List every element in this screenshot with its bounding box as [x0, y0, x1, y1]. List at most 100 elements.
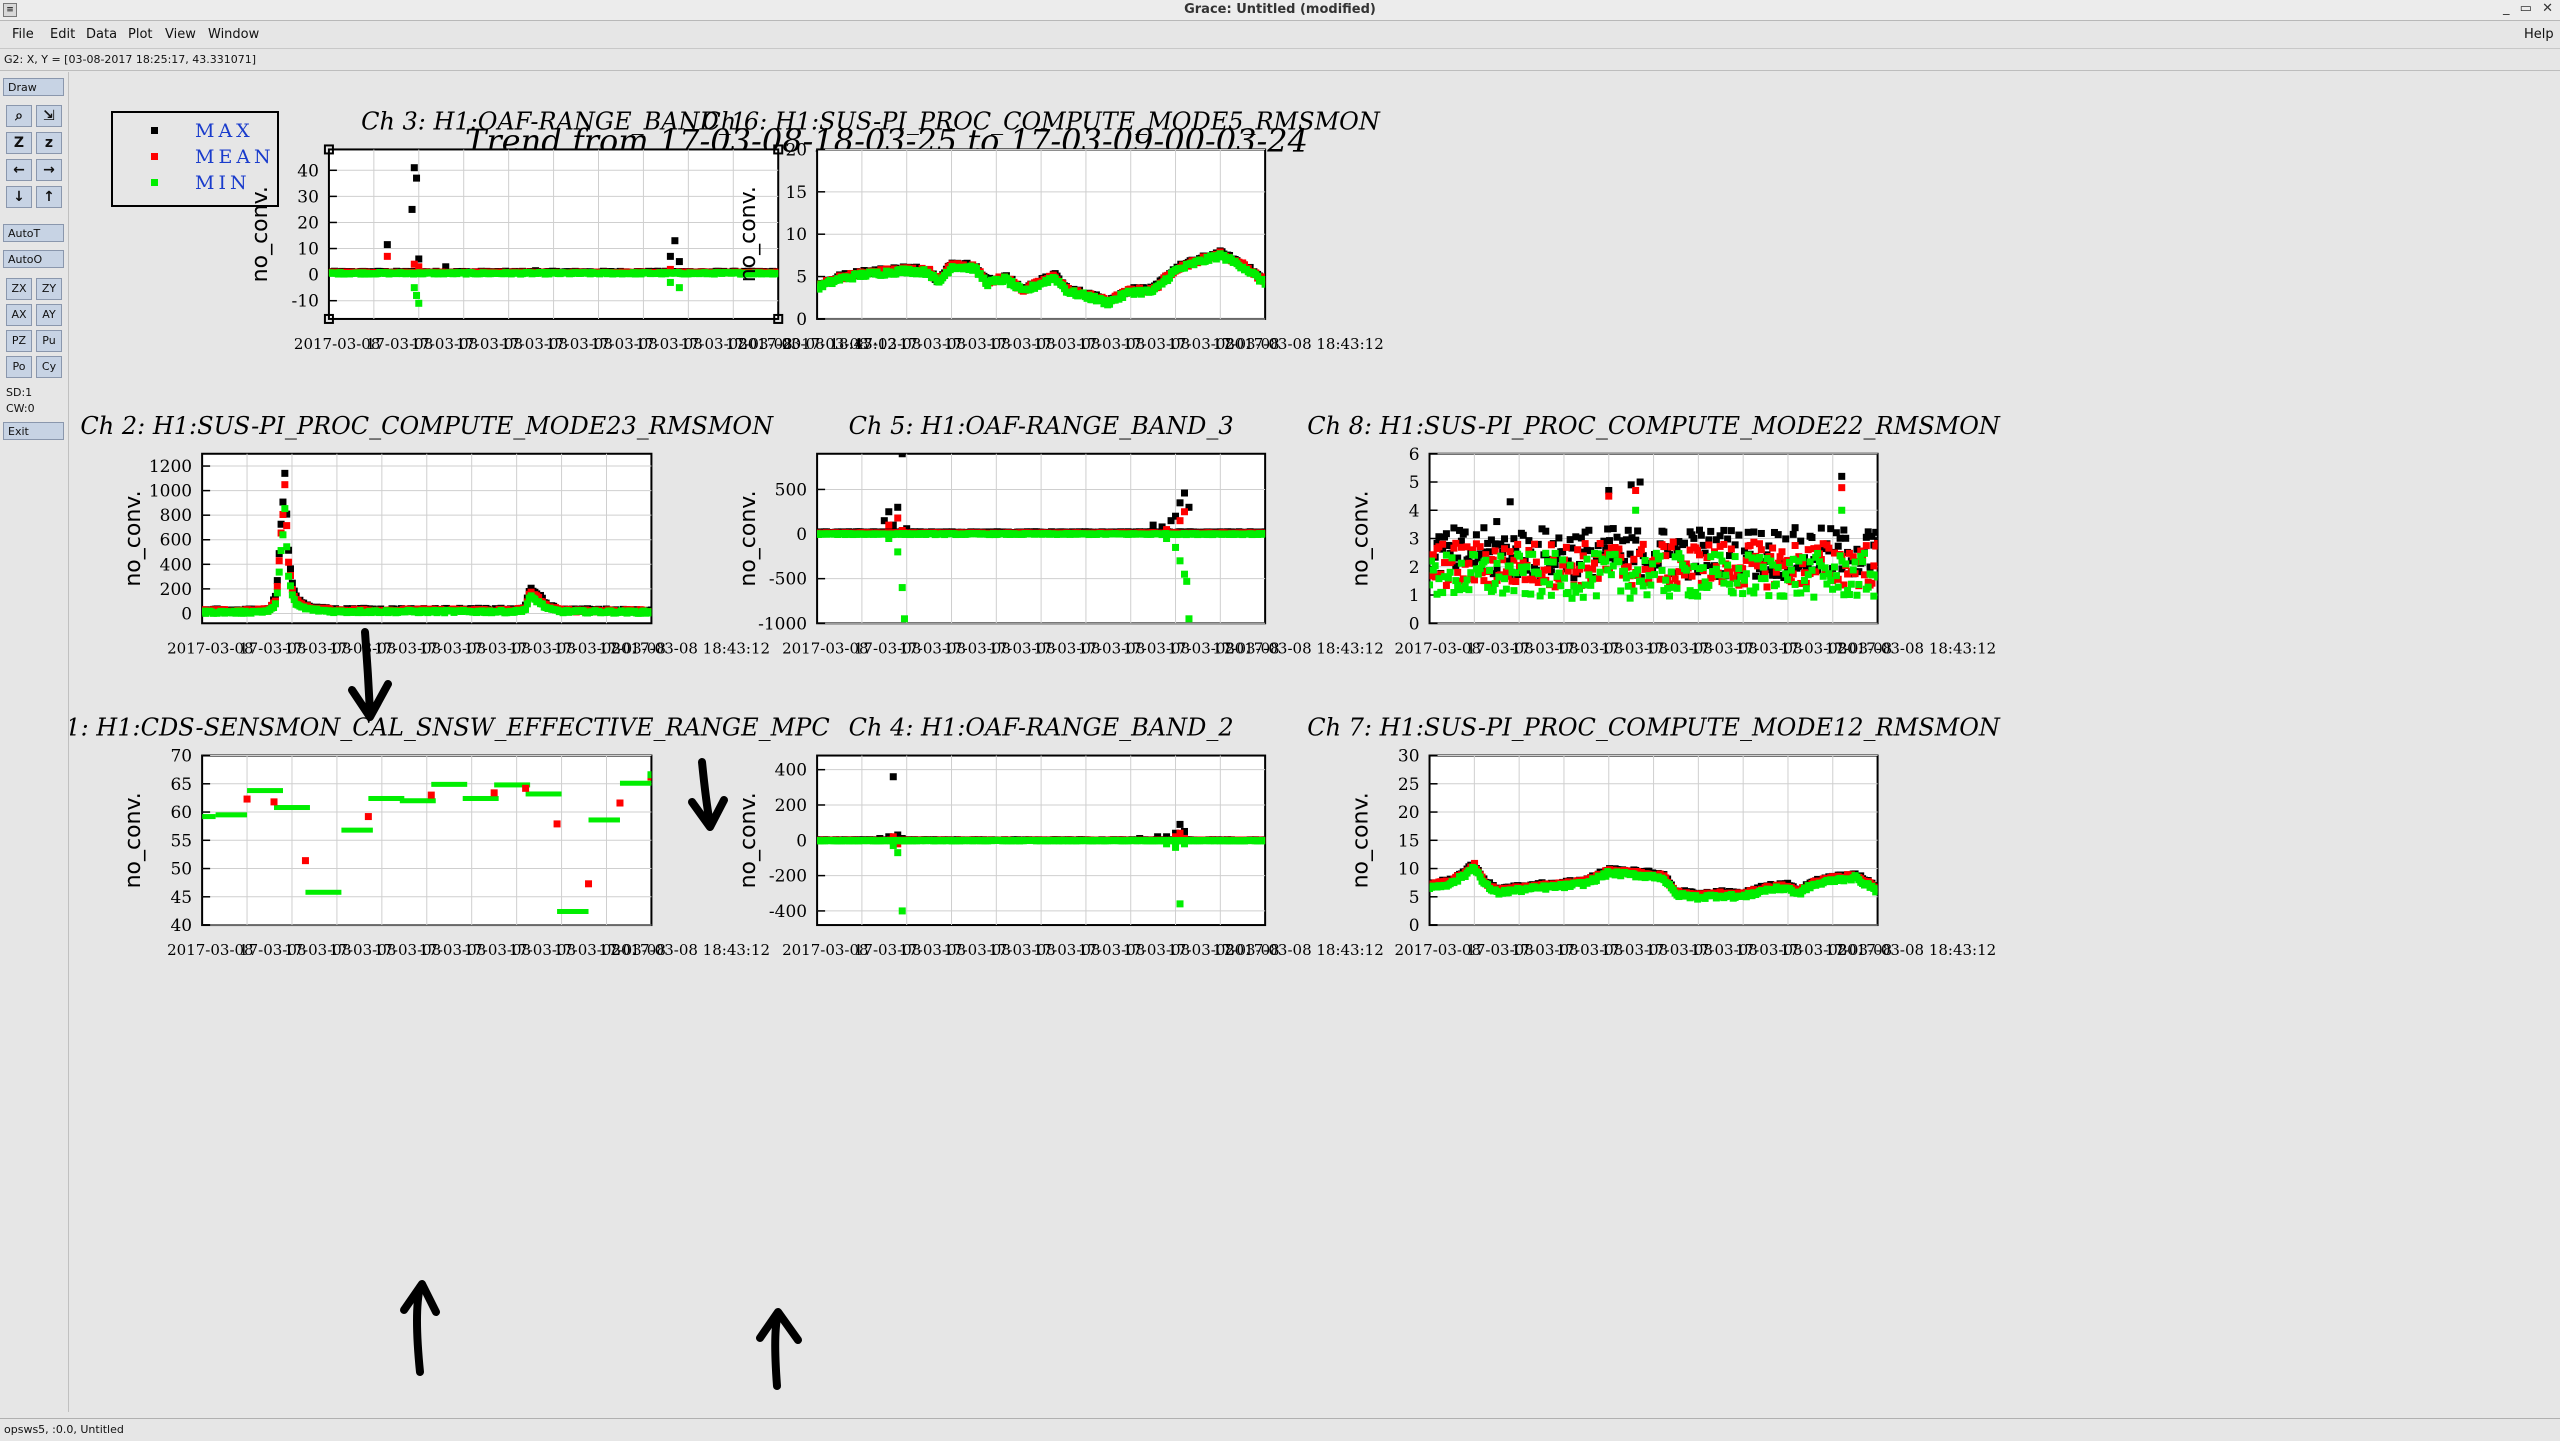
- data-point-spike: [1177, 517, 1184, 524]
- arrow-right-icon[interactable]: →: [36, 159, 62, 181]
- y-tick-label: 0: [181, 604, 192, 624]
- data-point: [1615, 558, 1622, 565]
- data-point: [1810, 594, 1817, 601]
- autoo-button[interactable]: AutoO: [3, 250, 64, 268]
- data-point: [1865, 584, 1872, 591]
- legend-min-marker: [151, 179, 158, 186]
- data-point: [1808, 534, 1815, 541]
- zy-button[interactable]: ZY: [36, 278, 62, 300]
- data-point: [1574, 546, 1581, 553]
- data-point: [1658, 567, 1665, 574]
- data-point: [1732, 553, 1739, 560]
- data-point-spike: [1172, 844, 1179, 851]
- data-point: [1621, 568, 1628, 575]
- y-tick-label: 30: [297, 187, 319, 207]
- y-tick-label: 15: [785, 183, 807, 203]
- y-axis-label: no_conv.: [248, 186, 273, 282]
- chart-3: 0200400600800100012002017-03-0817-03-081…: [80, 412, 774, 658]
- po-button[interactable]: Po: [6, 356, 32, 378]
- autoscale-icon[interactable]: ⇲: [36, 105, 62, 127]
- data-point: [1449, 554, 1456, 561]
- data-point: [1512, 578, 1519, 585]
- menu-data[interactable]: Data: [86, 27, 117, 42]
- plot-canvas[interactable]: MAX MEAN MIN Trend from 17-03-08-18-03-2…: [70, 72, 2560, 1410]
- y-tick-label: 500: [775, 480, 807, 500]
- data-point: [1501, 535, 1508, 542]
- data-point: [1503, 586, 1510, 593]
- y-tick-label: 400: [775, 761, 807, 781]
- data-point: [1585, 527, 1592, 534]
- ay-button[interactable]: AY: [36, 304, 62, 326]
- arrow-left-icon[interactable]: ←: [6, 159, 32, 181]
- data-point-spike: [894, 504, 901, 511]
- data-point: [1644, 591, 1651, 598]
- data-point: [1668, 568, 1675, 575]
- data-point: [1464, 576, 1471, 583]
- data-point: [1555, 534, 1562, 541]
- pu-button[interactable]: Pu: [36, 330, 62, 352]
- autot-button[interactable]: AutoT: [3, 224, 64, 242]
- menu-window[interactable]: Window: [208, 27, 259, 42]
- data-point: [1578, 562, 1585, 569]
- data-point: [1835, 584, 1842, 591]
- ax-button[interactable]: AX: [6, 304, 32, 326]
- data-point-spike: [1838, 473, 1845, 480]
- data-point: [1471, 552, 1478, 559]
- legend-min-label: MIN: [195, 172, 251, 194]
- arrow-down-icon[interactable]: ↓: [6, 186, 32, 208]
- data-point-spike: [1838, 507, 1845, 514]
- step-segment: [202, 814, 215, 819]
- zoom-icon[interactable]: ⌕: [6, 105, 32, 127]
- pz-button[interactable]: PZ: [6, 330, 32, 352]
- y-tick-label: 55: [170, 831, 192, 851]
- data-point: [1730, 589, 1737, 596]
- data-point: [1510, 587, 1517, 594]
- data-point: [1262, 837, 1269, 844]
- y-tick-label: 6: [1409, 445, 1420, 465]
- window-titlebar: ≡ Grace: Untitled (modified) _ ▭ ✕: [0, 0, 2560, 21]
- zoom-out-icon[interactable]: z: [36, 132, 62, 154]
- zoom-in-icon[interactable]: Z: [6, 132, 32, 154]
- data-point: [1608, 571, 1615, 578]
- data-point: [1758, 530, 1765, 537]
- zx-button[interactable]: ZX: [6, 278, 32, 300]
- data-point: [1840, 527, 1847, 534]
- data-point: [1780, 593, 1787, 600]
- data-point: [1728, 545, 1735, 552]
- data-point-spike: [1183, 578, 1190, 585]
- window-controls[interactable]: _ ▭ ✕: [2503, 1, 2556, 16]
- step-segment: [557, 909, 588, 914]
- data-point: [1584, 556, 1591, 563]
- draw-button[interactable]: Draw: [3, 78, 64, 96]
- data-point-spike: [894, 514, 901, 521]
- step-segment: [247, 788, 283, 793]
- data-point-spike: [411, 284, 418, 291]
- plot-svg: MAX MEAN MIN Trend from 17-03-08-18-03-2…: [70, 72, 2560, 1410]
- step-segment: [620, 781, 651, 786]
- data-point-spike: [1172, 544, 1179, 551]
- menu-help[interactable]: Help: [2524, 27, 2554, 42]
- menu-view[interactable]: View: [165, 27, 196, 42]
- chart-4: -1000-50005002017-03-0817-03-0817-03-081…: [736, 412, 1384, 658]
- menu-bar: File Edit Data Plot View Window Help: [0, 22, 2560, 49]
- data-point: [1587, 582, 1594, 589]
- data-point-spike: [411, 164, 418, 171]
- data-point-spike: [885, 535, 892, 542]
- series-min: [647, 771, 654, 778]
- y-tick-label: -200: [769, 867, 807, 887]
- cy-button[interactable]: Cy: [36, 356, 62, 378]
- charts-group: -100102030402017-03-0817-03-0817-03-0817…: [70, 107, 2001, 959]
- exit-button[interactable]: Exit: [3, 422, 64, 440]
- y-tick-label: 200: [160, 580, 192, 600]
- y-tick-label: 5: [1409, 888, 1420, 908]
- data-point-spike: [1632, 487, 1639, 494]
- data-point-spike: [667, 253, 674, 260]
- arrow-up-icon[interactable]: ↑: [36, 186, 62, 208]
- chart-title: Ch 7: H1:SUS-PI_PROC_COMPUTE_MODE12_RMSM…: [1307, 714, 2001, 742]
- chart-title: Ch 1: H1:CDS-SENSMON_CAL_SNSW_EFFECTIVE_…: [70, 714, 830, 742]
- data-point: [1855, 581, 1862, 588]
- data-point-spike: [1493, 518, 1500, 525]
- menu-plot[interactable]: Plot: [128, 27, 153, 42]
- menu-edit[interactable]: Edit: [50, 27, 75, 42]
- menu-file[interactable]: File: [12, 27, 34, 42]
